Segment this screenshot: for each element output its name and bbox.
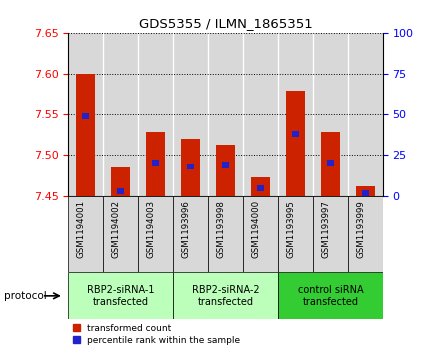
Bar <box>243 196 278 272</box>
Text: GSM1194000: GSM1194000 <box>251 200 260 258</box>
Text: GSM1193998: GSM1193998 <box>216 200 226 258</box>
Bar <box>243 33 278 196</box>
Bar <box>138 33 173 196</box>
Text: GSM1194001: GSM1194001 <box>77 200 86 258</box>
Bar <box>222 162 229 168</box>
Text: GSM1193995: GSM1193995 <box>286 200 295 258</box>
Text: GSM1193997: GSM1193997 <box>321 200 330 258</box>
Bar <box>292 131 299 137</box>
Bar <box>103 196 138 272</box>
Bar <box>313 33 348 196</box>
Bar <box>82 113 89 119</box>
Bar <box>117 188 124 194</box>
Bar <box>76 74 95 196</box>
Bar <box>68 196 103 272</box>
Bar <box>173 196 208 272</box>
Bar <box>286 91 305 196</box>
Bar <box>313 196 348 272</box>
Bar <box>181 139 200 196</box>
Bar <box>111 167 130 196</box>
Text: RBP2-siRNA-2
transfected: RBP2-siRNA-2 transfected <box>192 285 259 307</box>
Bar <box>251 177 270 196</box>
Text: protocol: protocol <box>4 291 47 301</box>
Bar <box>146 132 165 196</box>
Bar <box>208 196 243 272</box>
Bar <box>173 33 208 196</box>
Bar <box>173 272 278 319</box>
Bar <box>348 196 383 272</box>
Bar <box>187 164 194 170</box>
Text: control siRNA
transfected: control siRNA transfected <box>297 285 363 307</box>
Bar <box>321 132 340 196</box>
Text: RBP2-siRNA-1
transfected: RBP2-siRNA-1 transfected <box>87 285 154 307</box>
Bar <box>68 33 103 196</box>
Bar <box>257 185 264 191</box>
Legend: transformed count, percentile rank within the sample: transformed count, percentile rank withi… <box>73 324 240 344</box>
Bar <box>327 160 334 166</box>
Bar <box>216 144 235 196</box>
Bar <box>138 196 173 272</box>
Bar <box>278 196 313 272</box>
Text: GSM1193999: GSM1193999 <box>356 200 365 258</box>
Text: GSM1194002: GSM1194002 <box>112 200 121 258</box>
Bar <box>362 190 369 196</box>
Bar <box>348 33 383 196</box>
Bar <box>152 160 159 166</box>
Bar <box>208 33 243 196</box>
Title: GDS5355 / ILMN_1865351: GDS5355 / ILMN_1865351 <box>139 17 312 30</box>
Bar <box>68 272 173 319</box>
Bar <box>278 33 313 196</box>
Text: GSM1193996: GSM1193996 <box>182 200 191 258</box>
Bar <box>103 33 138 196</box>
Bar <box>278 272 383 319</box>
Text: GSM1194003: GSM1194003 <box>147 200 156 258</box>
Bar <box>356 186 375 196</box>
